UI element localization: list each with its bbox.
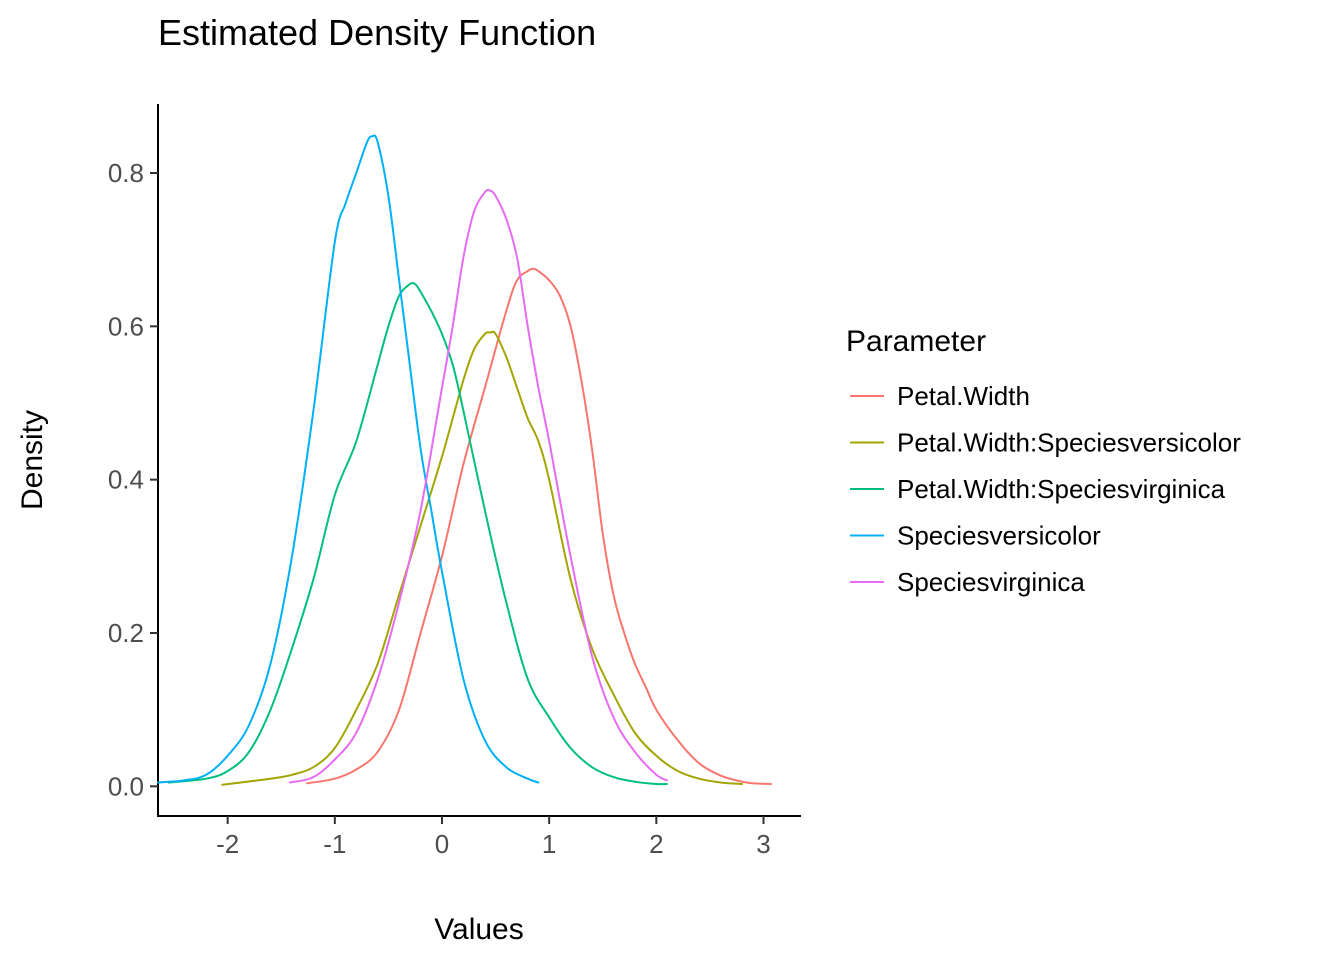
- legend-item-petal-width: Petal.Width: [850, 381, 1030, 411]
- legend-label: Petal.Width:Speciesversicolor: [897, 428, 1241, 458]
- legend-title: Parameter: [846, 325, 986, 358]
- x-tick-label: 3: [756, 829, 770, 859]
- legend-label: Speciesversicolor: [897, 521, 1101, 551]
- x-axis-title: Values: [434, 913, 524, 946]
- y-tick-label: 0.6: [108, 311, 144, 341]
- legend-label: Petal.Width: [897, 381, 1030, 411]
- legend-item-speciesversicolor: Speciesversicolor: [850, 521, 1101, 551]
- x-tick-label: -2: [216, 829, 239, 859]
- y-tick-label: 0.4: [108, 465, 144, 495]
- y-tick-label: 0.2: [108, 618, 144, 648]
- chart-title: Estimated Density Function: [158, 12, 596, 53]
- x-tick-label: 1: [542, 829, 556, 859]
- legend-item-petal-width-speciesversicolor: Petal.Width:Speciesversicolor: [850, 428, 1241, 458]
- series-line-speciesversicolor: [157, 134, 540, 784]
- y-axis: 0.0 0.2 0.4 0.6 0.8: [108, 104, 159, 817]
- y-axis-title: Density: [16, 410, 49, 510]
- legend-item-petal-width-speciesvirginica: Petal.Width:Speciesvirginica: [850, 474, 1226, 504]
- legend-label: Petal.Width:Speciesvirginica: [897, 474, 1226, 504]
- y-tick-label: 0.0: [108, 771, 144, 801]
- y-tick-label: 0.8: [108, 158, 144, 188]
- series-line-petal-width-speciesversicolor: [221, 330, 744, 786]
- series-line-petal-width-speciesvirginica: [167, 281, 668, 786]
- x-axis: -2 -1 0 1 2 3: [158, 815, 801, 859]
- plot-area: [157, 134, 772, 786]
- legend: Parameter Petal.Width Petal.Width:Species…: [846, 325, 1241, 597]
- legend-label: Speciesvirginica: [897, 567, 1085, 597]
- x-tick-label: -1: [323, 829, 346, 859]
- legend-item-speciesvirginica: Speciesvirginica: [850, 567, 1085, 597]
- x-tick-label: 2: [649, 829, 663, 859]
- series-line-speciesvirginica: [288, 188, 668, 784]
- x-tick-label: 0: [435, 829, 449, 859]
- series-line-petal-width: [306, 267, 772, 785]
